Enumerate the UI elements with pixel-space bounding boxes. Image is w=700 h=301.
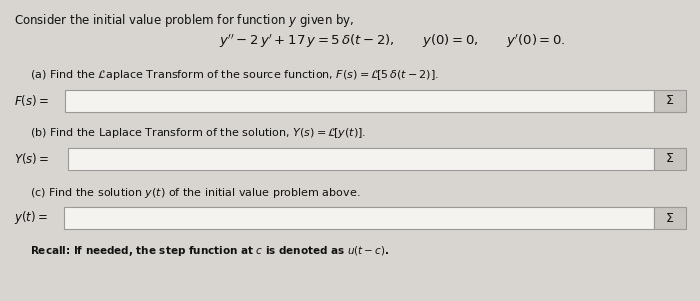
Text: $y'' - 2\,y' + 17\,y = 5\,\delta(t-2), \qquad y(0) = 0, \qquad y'(0) = 0.$: $y'' - 2\,y' + 17\,y = 5\,\delta(t-2), \… xyxy=(218,32,566,49)
Text: (a) Find the $\mathcal{L}$aplace Transform of the source function, $F(s) = \math: (a) Find the $\mathcal{L}$aplace Transfo… xyxy=(30,68,439,82)
FancyBboxPatch shape xyxy=(68,148,654,170)
Text: $\Sigma$: $\Sigma$ xyxy=(666,95,675,107)
Text: (b) Find the Laplace Transform of the solution, $Y(s) = \mathcal{L}\!\left[y(t)\: (b) Find the Laplace Transform of the so… xyxy=(30,126,366,140)
Text: (c) Find the solution $y(t)$ of the initial value problem above.: (c) Find the solution $y(t)$ of the init… xyxy=(30,186,361,200)
Text: $F(s) = $: $F(s) = $ xyxy=(14,94,49,108)
Text: $\Sigma$: $\Sigma$ xyxy=(666,212,675,225)
Text: Consider the initial value problem for function $y$ given by,: Consider the initial value problem for f… xyxy=(14,12,354,29)
Text: $Y(s) = $: $Y(s) = $ xyxy=(14,151,50,166)
FancyBboxPatch shape xyxy=(64,207,654,229)
Text: $\Sigma$: $\Sigma$ xyxy=(666,153,675,166)
FancyBboxPatch shape xyxy=(654,207,686,229)
Text: $y(t) = $: $y(t) = $ xyxy=(14,209,48,226)
FancyBboxPatch shape xyxy=(654,90,686,112)
FancyBboxPatch shape xyxy=(654,148,686,170)
FancyBboxPatch shape xyxy=(65,90,654,112)
Text: Recall: If needed, the step function at $c$ is denoted as $u(t-c)$.: Recall: If needed, the step function at … xyxy=(30,244,389,258)
